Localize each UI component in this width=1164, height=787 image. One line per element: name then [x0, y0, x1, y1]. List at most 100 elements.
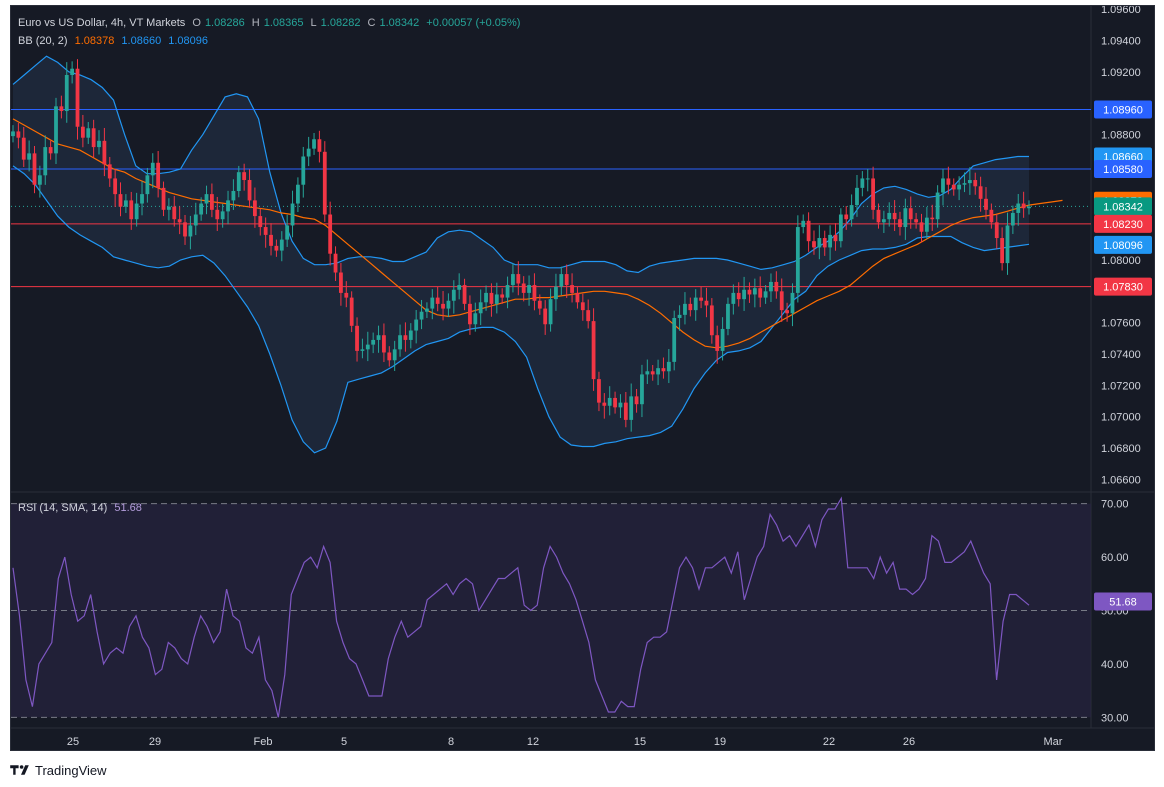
candle-body [253, 200, 257, 217]
price-tag [1094, 235, 1152, 254]
candle-body [1027, 206, 1031, 209]
candle-body [301, 156, 306, 185]
price-tick-label: 1.08000 [1101, 255, 1141, 267]
candle-body [634, 396, 639, 405]
main-legend: Euro vs US Dollar, 4h, VT Markets O 1.082… [18, 17, 524, 29]
footer-brand[interactable]: TradingView [10, 760, 107, 780]
candle-body [269, 234, 273, 246]
candle-body [54, 106, 58, 154]
candle-body [446, 300, 451, 309]
time-tick-label: 12 [527, 736, 539, 748]
candle-body [699, 297, 703, 301]
candle-body [349, 297, 354, 326]
price-tick-label: 1.09200 [1101, 67, 1141, 79]
candle-body [419, 311, 424, 320]
candle-body [140, 194, 144, 204]
low-label: L [310, 17, 317, 29]
candle-body [188, 225, 193, 237]
candle-body [994, 222, 999, 239]
candle-body [1005, 225, 1010, 264]
price-tag-text: 1.08960 [1103, 104, 1143, 116]
candle-body [935, 192, 940, 220]
candle-body [575, 292, 580, 303]
chart-frame[interactable]: 1.096001.094001.092001.088001.086001.084… [10, 5, 1155, 751]
candle-body [720, 328, 725, 351]
candle-body [586, 310, 591, 322]
candle-body [564, 274, 569, 286]
candle-body [677, 314, 682, 318]
candle-body [70, 68, 75, 75]
candle-body [425, 308, 429, 312]
candle-body [1000, 238, 1005, 264]
candle-body [462, 285, 467, 304]
candle-body [871, 178, 876, 210]
price-tag [1094, 100, 1152, 119]
candle-body [398, 335, 402, 350]
candle-body [236, 172, 241, 191]
candle-body [505, 285, 510, 298]
rsi-tick-label: 40.00 [1101, 659, 1129, 671]
change-value: +0.00057 (+0.05%) [426, 17, 521, 29]
candle-body [978, 186, 983, 199]
candle-body [435, 297, 440, 304]
candle-body [785, 310, 789, 314]
candle-body [752, 288, 757, 295]
price-tick-label: 1.07400 [1101, 349, 1141, 361]
candle-body [580, 302, 585, 311]
candle-body [118, 194, 123, 207]
candle-body [849, 205, 854, 220]
bb-fill-area [13, 56, 1029, 453]
candle-body [317, 139, 322, 152]
price-tick-label: 1.08800 [1101, 130, 1141, 142]
candle-body [183, 222, 187, 237]
candle-body [672, 317, 677, 362]
close-label: C [367, 17, 376, 29]
candle-body [511, 274, 515, 286]
tradingview-logo-icon [10, 765, 29, 775]
candle-body [199, 203, 204, 215]
candle-body [537, 300, 542, 309]
rsi-value-tag-text: 51.68 [1109, 597, 1137, 609]
candle-body [1016, 203, 1021, 213]
candle-body [16, 131, 21, 138]
price-tick-label: 1.09600 [1101, 6, 1141, 16]
candle-body [451, 289, 456, 301]
candle-body [209, 194, 214, 210]
rsi-tick-label: 60.00 [1101, 552, 1129, 564]
brand-name: TradingView [35, 762, 107, 778]
candle-body [306, 148, 311, 157]
rsi-value: 51.68 [114, 502, 142, 514]
candle-body [441, 303, 445, 309]
candle-body [91, 128, 96, 148]
rsi-value-tag [1094, 592, 1152, 611]
candle-body [532, 285, 537, 301]
candle-body [989, 209, 994, 223]
candle-body [360, 349, 365, 351]
candle-body [247, 180, 252, 201]
candle-body [919, 222, 924, 232]
price-tick-label: 1.06600 [1101, 474, 1141, 486]
candle-body [731, 292, 736, 304]
candle-body [602, 402, 607, 406]
candle-body [865, 178, 870, 180]
candle-body [403, 335, 408, 340]
candle-body [226, 200, 230, 212]
candle-body [650, 371, 655, 375]
candle-body [328, 214, 333, 254]
bb-upper-line [12, 55, 1029, 274]
price-tick-label: 1.07600 [1101, 318, 1141, 330]
rsi-tick-label: 30.00 [1101, 712, 1129, 724]
price-tag-text: 1.08230 [1103, 219, 1143, 231]
candle-body [414, 319, 419, 331]
price-tick-label: 1.09400 [1101, 35, 1141, 47]
time-tick-label: 15 [634, 736, 646, 748]
candle-body [156, 162, 161, 188]
candle-body [881, 219, 886, 223]
price-tag-text: 1.08580 [1103, 164, 1143, 176]
candle-body [355, 325, 359, 351]
chart-canvas[interactable]: 1.096001.094001.092001.088001.086001.084… [11, 6, 1154, 750]
symbol-title: Euro vs US Dollar, 4h, VT Markets [18, 17, 186, 29]
time-tick-label: Mar [1044, 736, 1063, 748]
candle-body [339, 272, 343, 293]
candle-body [387, 352, 392, 361]
